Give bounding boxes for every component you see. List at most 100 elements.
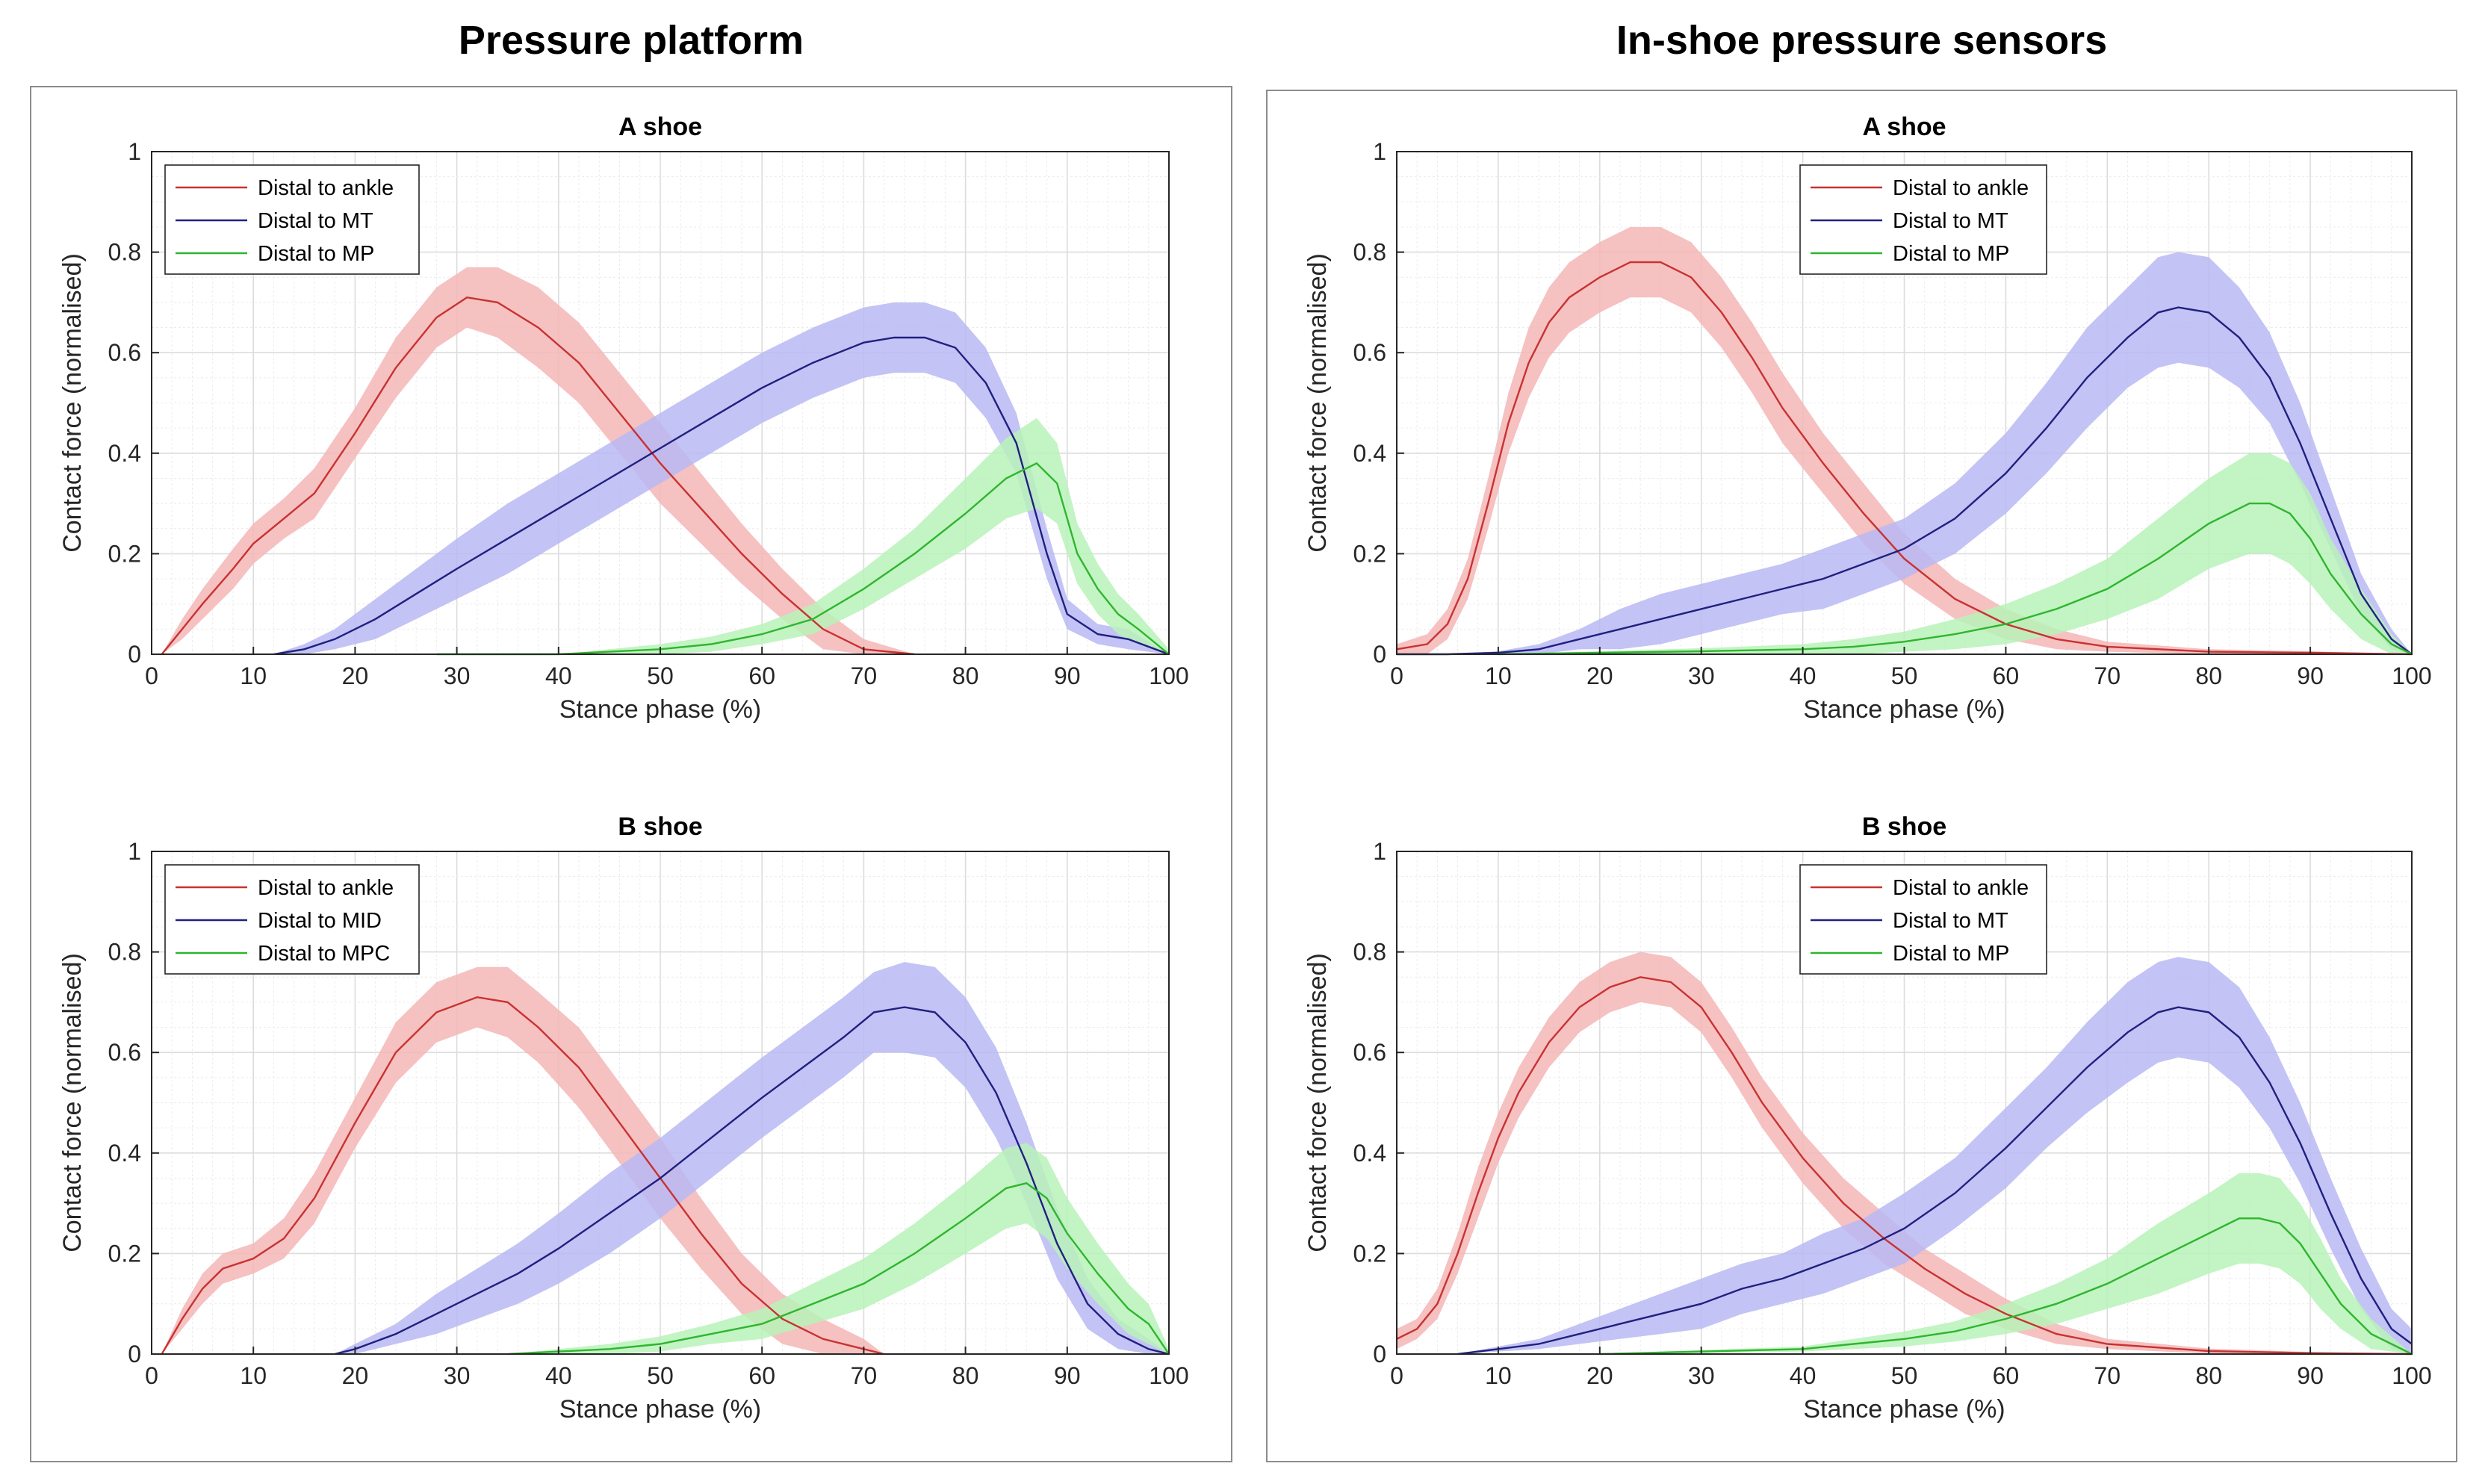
y-tick-label: 1 <box>1373 838 1386 865</box>
y-tick-label: 0.6 <box>1353 339 1386 366</box>
y-axis-label: Contact force (normalised) <box>58 953 87 1252</box>
series-line-distal-to-ankle <box>1396 976 2413 1356</box>
y-tick-label: 0.8 <box>1353 239 1386 266</box>
y-tick-label: 0.2 <box>108 1240 141 1267</box>
x-tick-label: 100 <box>1149 662 1188 689</box>
legend-label: Distal to MID <box>258 909 382 933</box>
y-axis-label: Contact force (normalised) <box>58 253 87 553</box>
legend-label: Distal to ankle <box>258 876 394 900</box>
band-distal-to-ankle <box>1397 951 2412 1354</box>
band-distal-to-mpc <box>507 1143 1169 1354</box>
x-tick-label: 90 <box>1054 662 1081 689</box>
x-tick-label: 10 <box>240 662 267 689</box>
y-tick-label: 0.8 <box>1353 939 1386 966</box>
y-tick-label: 0.6 <box>108 339 141 366</box>
y-tick-label: 0.4 <box>1353 1140 1386 1167</box>
x-tick-label: 50 <box>1891 1362 1918 1389</box>
band-distal-to-mp <box>436 417 1169 654</box>
x-tick-label: 90 <box>2297 1362 2324 1389</box>
y-tick-label: 1 <box>1373 138 1386 165</box>
x-tick-label: 80 <box>2195 1362 2222 1389</box>
legend: Distal to ankle Distal to MT Distal to MP <box>1799 864 2047 975</box>
x-tick-label: 80 <box>952 662 979 689</box>
x-tick-label: 0 <box>1390 1362 1403 1389</box>
legend: Distal to ankle Distal to MID Distal to MP… <box>164 864 420 975</box>
x-tick-label: 10 <box>1485 1362 1512 1389</box>
x-tick-label: 20 <box>1586 662 1613 689</box>
in-shoe-sensors-title: In-shoe pressure sensors <box>1616 18 2108 63</box>
x-tick-label: 40 <box>545 662 572 689</box>
x-tick-label: 0 <box>145 1362 158 1389</box>
x-tick-label: 60 <box>748 662 775 689</box>
legend-label: Distal to MT <box>1893 209 2008 233</box>
x-tick-label: 90 <box>1054 1362 1081 1389</box>
x-axis-label: Stance phase (%) <box>1803 695 2005 724</box>
band-distal-to-ankle <box>161 267 915 654</box>
y-tick-label: 1 <box>128 138 141 165</box>
series-line-distal-to-mt <box>273 336 1170 656</box>
y-tick-label: 0.6 <box>108 1039 141 1066</box>
band-distal-to-mp <box>1498 453 2412 654</box>
chart-pp-a: 0 10 20 30 40 50 60 70 80 90 100 0 0.2 0.4 0.6 0.8 1 A sh… <box>58 113 1189 724</box>
y-tick-label: 0.2 <box>108 540 141 567</box>
y-tick-label: 0.4 <box>108 440 141 467</box>
x-tick-label: 20 <box>342 1362 369 1389</box>
y-tick-label: 0.4 <box>1353 440 1386 467</box>
chart-title: A shoe <box>1862 113 1946 141</box>
y-tick-label: 0 <box>128 1341 141 1367</box>
x-tick-label: 30 <box>444 662 471 689</box>
y-tick-label: 0.2 <box>1353 540 1386 567</box>
band-distal-to-mp <box>1599 1173 2412 1354</box>
band-distal-to-mt <box>273 302 1169 654</box>
legend-label: Distal to MT <box>1893 909 2008 933</box>
x-tick-label: 20 <box>342 662 369 689</box>
series-line-distal-to-mid <box>334 1006 1170 1356</box>
band-distal-to-mt <box>1457 957 2412 1354</box>
x-tick-label: 40 <box>545 1362 572 1389</box>
y-axis-label: Contact force (normalised) <box>1303 953 1332 1252</box>
band-distal-to-ankle <box>161 966 884 1354</box>
y-axis-label: Contact force (normalised) <box>1303 253 1332 553</box>
x-tick-label: 100 <box>1149 1362 1188 1389</box>
chart-pp-b: 0 10 20 30 40 50 60 70 80 90 100 0 0.2 0.4 0.6 0.8 1 B sh… <box>58 813 1189 1424</box>
x-tick-label: 70 <box>2094 1362 2121 1389</box>
x-tick-label: 10 <box>240 1362 267 1389</box>
y-tick-label: 0.2 <box>1353 1240 1386 1267</box>
legend-label: Distal to ankle <box>1893 876 2029 900</box>
chart-is-b: 0 10 20 30 40 50 60 70 80 90 100 0 0.2 0.4 0.6 0.8 1 B sh… <box>1303 813 2432 1424</box>
series-line-distal-to-ankle <box>161 296 915 656</box>
legend-label: Distal to MT <box>258 209 373 233</box>
y-tick-label: 0.8 <box>108 239 141 266</box>
band-distal-to-mid <box>335 962 1170 1354</box>
band-distal-to-mt <box>1397 252 2412 655</box>
legend: Distal to ankle Distal to MT Distal to MP <box>164 164 420 275</box>
x-tick-label: 30 <box>1688 662 1715 689</box>
x-tick-label: 50 <box>647 1362 674 1389</box>
x-axis-label: Stance phase (%) <box>1803 1395 2005 1424</box>
x-tick-label: 60 <box>1993 1362 2020 1389</box>
chart-title: B shoe <box>618 813 702 841</box>
series-line-distal-to-mp <box>1498 502 2413 656</box>
x-tick-label: 80 <box>952 1362 979 1389</box>
x-tick-label: 0 <box>1390 662 1403 689</box>
x-tick-label: 20 <box>1586 1362 1613 1389</box>
x-axis-label: Stance phase (%) <box>559 695 761 724</box>
series-line-distal-to-mp <box>1599 1217 2413 1356</box>
chart-title: B shoe <box>1862 813 1946 841</box>
series-line-distal-to-mp <box>436 462 1170 656</box>
x-tick-label: 30 <box>444 1362 471 1389</box>
series-line-distal-to-mt <box>1397 306 2413 656</box>
x-tick-label: 30 <box>1688 1362 1715 1389</box>
y-tick-label: 0 <box>128 641 141 668</box>
series-line-distal-to-mpc <box>507 1182 1170 1356</box>
series-line-distal-to-mt <box>1457 1006 2413 1356</box>
legend-label: Distal to MP <box>1893 242 2009 266</box>
x-tick-label: 0 <box>145 662 158 689</box>
x-tick-label: 100 <box>2392 1362 2431 1389</box>
series-line-distal-to-ankle <box>161 996 884 1356</box>
x-tick-label: 100 <box>2392 662 2431 689</box>
legend-label: Distal to MPC <box>258 942 390 966</box>
pressure-platform-title: Pressure platform <box>458 18 804 63</box>
x-tick-label: 70 <box>851 662 878 689</box>
